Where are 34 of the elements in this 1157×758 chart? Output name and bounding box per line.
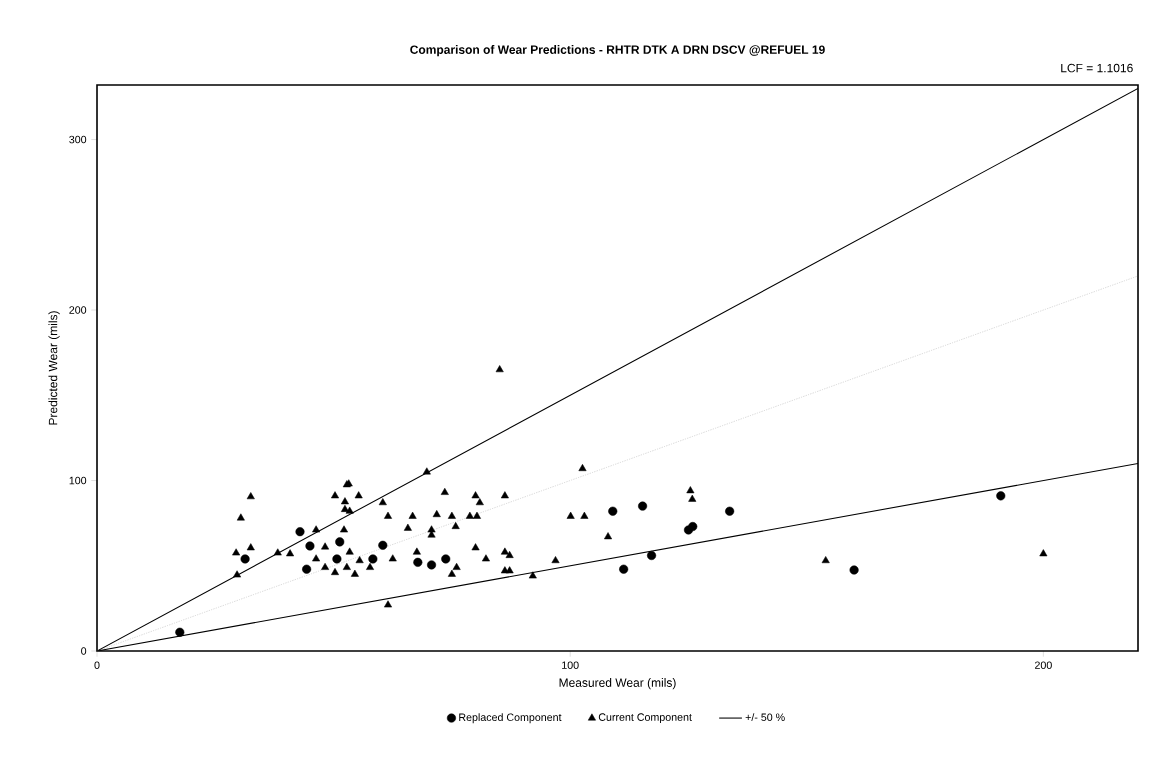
point bbox=[175, 627, 185, 637]
legend-label: +/- 50 % bbox=[745, 713, 785, 722]
point bbox=[240, 554, 250, 564]
point bbox=[725, 506, 735, 516]
point bbox=[332, 554, 342, 564]
point bbox=[335, 537, 345, 547]
text: LCF = 1.1016 bbox=[1061, 63, 1133, 73]
x-tick-label: 200 bbox=[1035, 661, 1052, 669]
point bbox=[427, 560, 437, 570]
point bbox=[608, 506, 618, 516]
x-tick-label: 100 bbox=[562, 661, 579, 669]
point bbox=[619, 564, 629, 574]
point bbox=[295, 527, 305, 537]
legend-label: Current Component bbox=[598, 713, 692, 724]
point bbox=[378, 540, 388, 550]
legend-label: Replaced Component bbox=[459, 713, 562, 724]
point bbox=[638, 501, 648, 511]
point bbox=[305, 541, 315, 551]
x-tick-label: 0 bbox=[94, 661, 100, 669]
point bbox=[849, 565, 859, 575]
point bbox=[996, 491, 1006, 501]
y-axis-title: Predicted Wear (mils) bbox=[48, 311, 60, 425]
point bbox=[441, 554, 451, 564]
point bbox=[302, 564, 312, 574]
y-tick-label: 100 bbox=[69, 476, 87, 485]
y-tick-label: 200 bbox=[69, 306, 87, 314]
chart-title: Comparison of Wear Predictions - RHTR DTK A DRN DSCV @REFUEL 19 bbox=[410, 45, 825, 57]
x-axis-title: Measured Wear (mils) bbox=[559, 678, 676, 690]
point bbox=[368, 554, 378, 564]
point bbox=[688, 522, 698, 532]
y-tick-label: 300 bbox=[69, 135, 87, 144]
point bbox=[413, 557, 423, 567]
point bbox=[647, 550, 657, 561]
y-tick-label: 0 bbox=[81, 647, 87, 655]
